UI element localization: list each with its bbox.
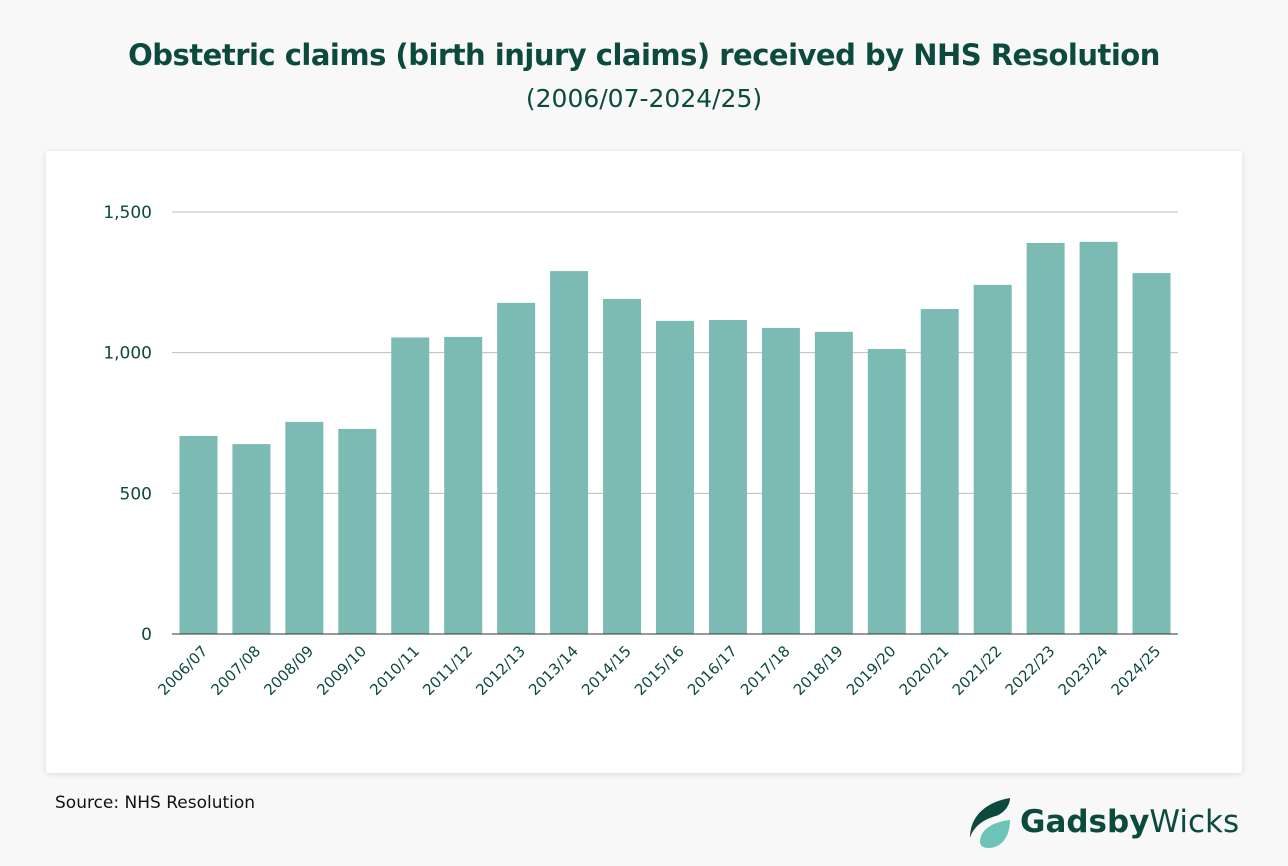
x-tick-label: 2009/10: [313, 642, 370, 699]
chart-subtitle: (2006/07-2024/25): [525, 84, 763, 113]
x-tick-label: 2011/12: [419, 642, 476, 699]
x-tick-label: 2023/24: [1055, 642, 1112, 699]
x-tick-label: 2019/20: [843, 642, 900, 699]
bar: [603, 298, 642, 634]
y-tick-label: 0: [141, 625, 152, 645]
bar: [867, 349, 906, 634]
x-tick-label: 2012/13: [472, 642, 529, 699]
bar: [973, 284, 1012, 634]
x-tick-label: 2021/22: [949, 642, 1006, 699]
bar: [708, 320, 747, 634]
bar: [285, 421, 324, 634]
bar: [1079, 241, 1118, 634]
bar: [1132, 273, 1171, 634]
leaf-icon: [970, 798, 1010, 848]
bar: [232, 444, 271, 634]
x-tick-label: 2016/17: [684, 642, 741, 699]
bar: [656, 320, 694, 634]
x-tick-label: 2013/14: [525, 642, 582, 699]
bar-chart: 0 500 1,000 1,500 2006/072007/082008/092009/…: [103, 203, 1178, 699]
bar: [550, 271, 589, 634]
x-tick-label: 2020/21: [896, 642, 953, 699]
x-tick-label: 2007/08: [207, 642, 264, 699]
bar: [920, 309, 959, 634]
gadsby-wicks-logo: GadsbyWicks: [966, 794, 1246, 850]
bar: [338, 428, 377, 634]
x-tick-label: 2015/16: [631, 642, 688, 699]
bar: [179, 435, 218, 634]
bar: [497, 302, 536, 634]
bar: [391, 337, 430, 634]
y-tick-label: 500: [120, 484, 152, 504]
source-note: Source: NHS Resolution: [55, 793, 256, 813]
bar: [761, 327, 800, 634]
x-tick-label: 2018/19: [790, 642, 847, 699]
y-tick-label: 1,500: [103, 203, 152, 223]
x-tick-label: 2017/18: [737, 642, 794, 699]
chart-card: 0 500 1,000 1,500 2006/07 2007/08 2008/09 2009/…: [46, 151, 1242, 773]
x-tick-label: 2014/15: [578, 642, 635, 699]
x-tick-label: 2006/07: [155, 642, 212, 699]
x-tick-label: 2024/25: [1108, 642, 1165, 699]
bar: [814, 331, 853, 634]
logo-text: GadsbyWicks: [1020, 804, 1240, 840]
x-tick-label: 2022/23: [1002, 642, 1059, 699]
bar: [1026, 242, 1065, 634]
chart-title: Obstetric claims (birth injury claims) r…: [128, 38, 1160, 72]
x-tick-label: 2008/09: [260, 642, 317, 699]
y-tick-label: 1,000: [103, 344, 152, 364]
x-tick-label: 2010/11: [366, 642, 423, 699]
bar: [444, 336, 483, 634]
